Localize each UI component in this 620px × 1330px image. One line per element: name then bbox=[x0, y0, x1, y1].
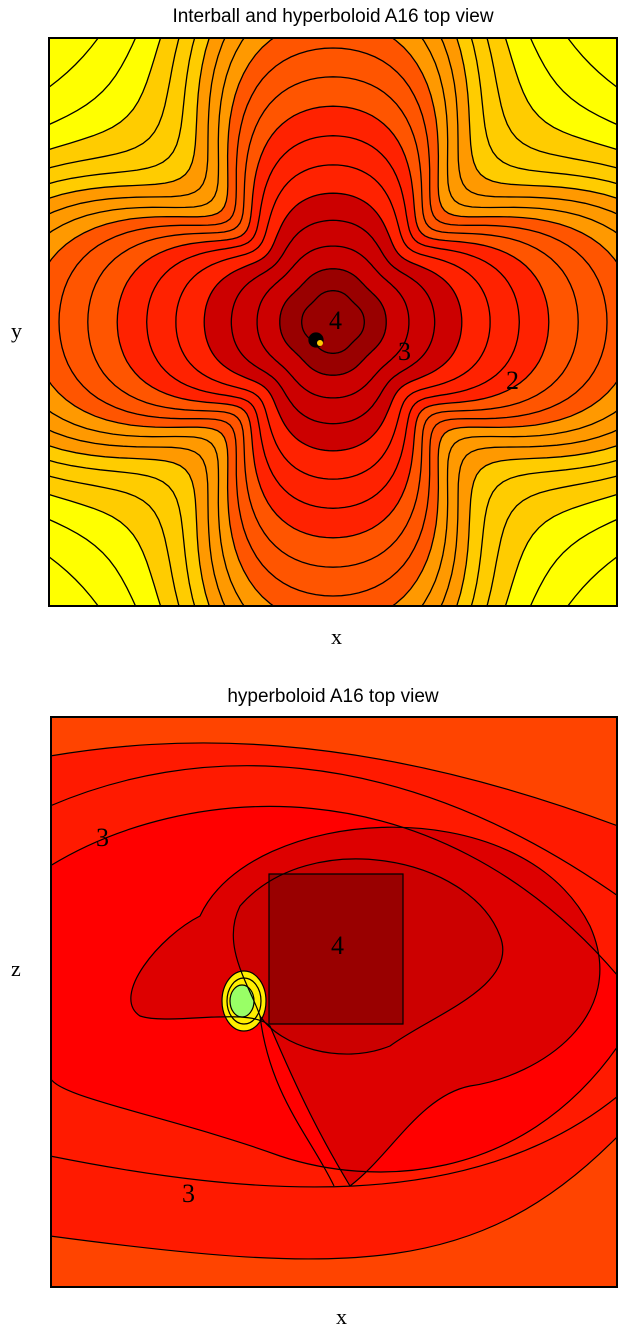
contour-line bbox=[48, 37, 618, 607]
chart2-contour-fills bbox=[50, 716, 618, 1288]
chart1-contour-label-4: 4 bbox=[329, 306, 342, 335]
contour-line bbox=[58, 47, 608, 597]
contour-line bbox=[48, 37, 618, 607]
chart2-contour-label-3-top: 3 bbox=[96, 823, 109, 852]
chart2-contour-lines bbox=[50, 742, 618, 1260]
contour-line bbox=[203, 192, 463, 452]
contour-line bbox=[116, 105, 550, 539]
chart2-contour-label-4: 4 bbox=[331, 931, 344, 960]
chart2-xlabel: x bbox=[336, 1304, 347, 1329]
interball-core bbox=[317, 340, 323, 346]
contour-line bbox=[48, 37, 618, 607]
contour-line bbox=[87, 76, 579, 568]
chart1-xlabel: x bbox=[331, 624, 342, 649]
chart2-contour-label-3-bottom: 3 bbox=[182, 1179, 195, 1208]
contour-line bbox=[146, 135, 520, 509]
chart2-frame bbox=[50, 716, 618, 1288]
contour-line bbox=[256, 245, 410, 399]
chart1-contour-fills bbox=[48, 37, 618, 607]
contour-line bbox=[279, 268, 387, 376]
chart1-plot: 4 3 2 bbox=[48, 37, 618, 607]
chart1-contour-label-3: 3 bbox=[398, 337, 411, 366]
chart1-contour-lines bbox=[48, 37, 618, 607]
contour-line bbox=[230, 219, 436, 425]
contour-line bbox=[301, 290, 365, 354]
chart1-ylabel: y bbox=[11, 318, 22, 343]
chart2-ylabel: z bbox=[11, 956, 21, 981]
chart2-plot: 3 4 3 bbox=[50, 716, 618, 1288]
contour-line bbox=[175, 164, 491, 480]
chart1-contour-label-2: 2 bbox=[506, 366, 519, 395]
chart1-title: Interball and hyperboloid A16 top view bbox=[172, 6, 494, 27]
chart2-title: hyperboloid A16 top view bbox=[227, 686, 439, 707]
contour-line bbox=[48, 37, 618, 607]
chart1-frame bbox=[48, 37, 618, 607]
contour-line bbox=[48, 37, 618, 607]
contour-line bbox=[48, 37, 618, 607]
